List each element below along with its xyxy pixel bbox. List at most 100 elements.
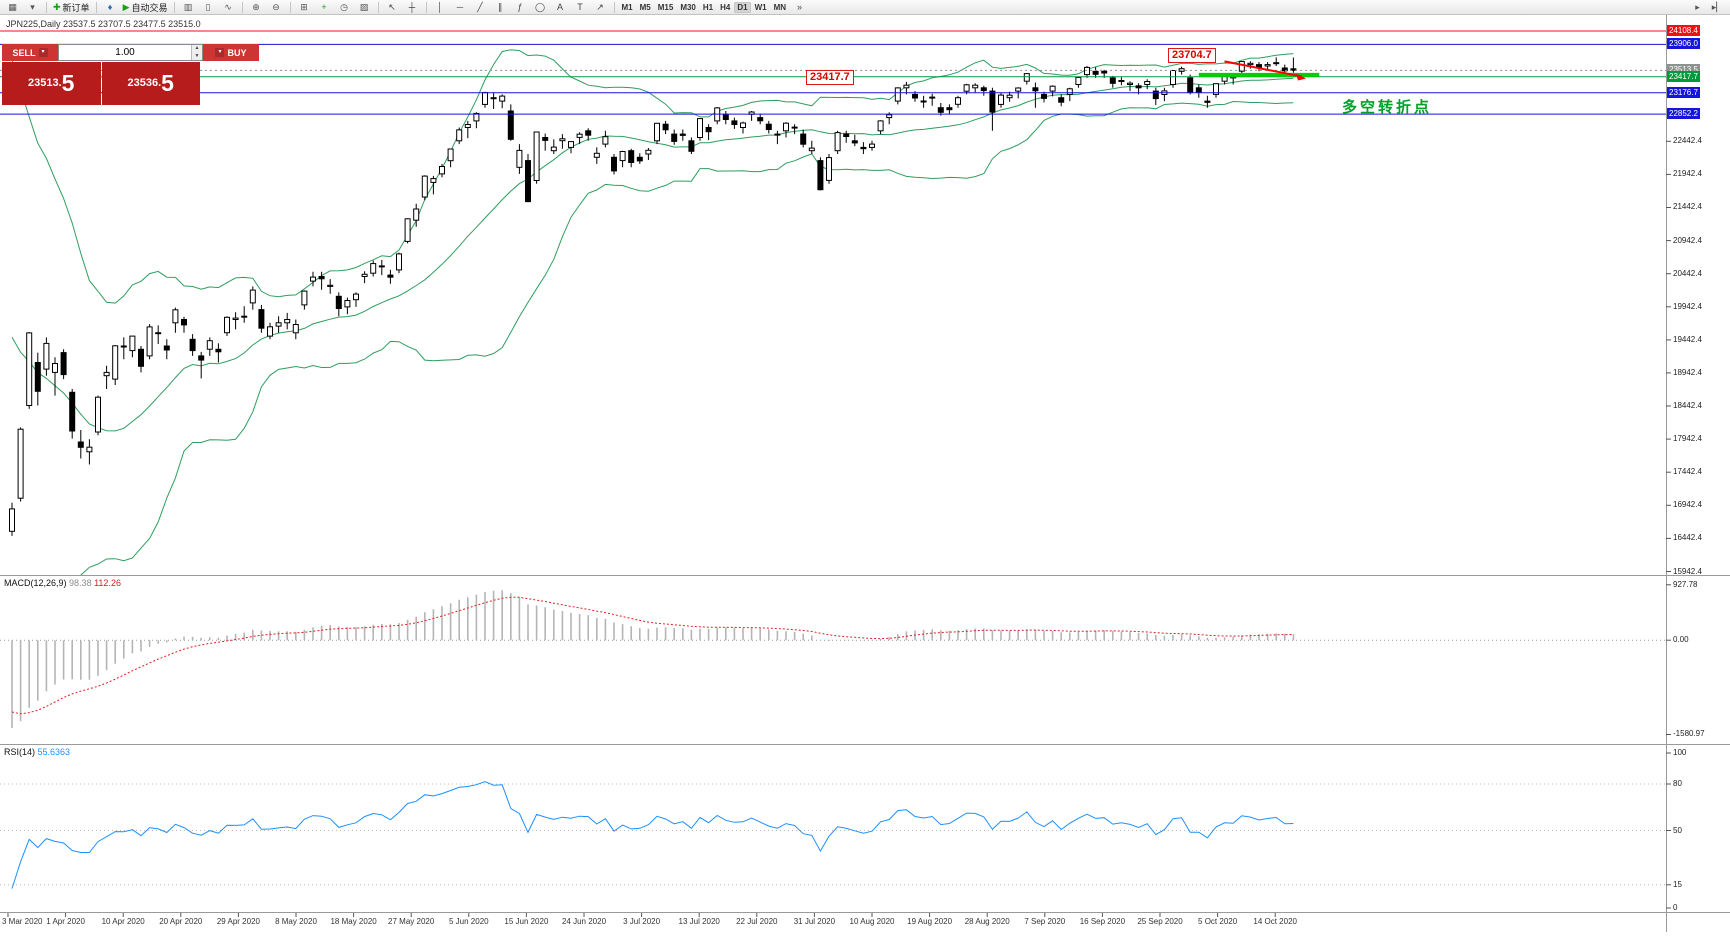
sell-price-main: 23513. [28, 77, 62, 89]
trendline-icon: ╱ [477, 1, 483, 12]
horizontal-line-icon: ─ [456, 2, 464, 12]
templates-icon: ▨ [359, 1, 369, 12]
chart-dropdown-caret: ▾ [30, 1, 35, 12]
macd-main-value: 98.38 [69, 578, 92, 588]
toolbar-overflow-icon[interactable]: » [797, 2, 803, 12]
timeframe-h1[interactable]: H1 [702, 2, 714, 12]
volume-decrease-button[interactable]: ▼ [192, 52, 202, 60]
volume-increase-button[interactable]: ▲ [192, 45, 202, 53]
macd-indicator-label: MACD(12,26,9) 98.38 112.26 [4, 578, 121, 588]
crosshair-icon[interactable]: ┼ [403, 1, 422, 14]
new-order-button[interactable]: ✚ 新订单 [51, 1, 92, 14]
buy-price-pip: 5 [161, 70, 174, 97]
zoom-out-icon[interactable]: ⊖ [267, 1, 286, 14]
arrows-icon[interactable]: ↗ [591, 1, 610, 14]
panel-divider-rsi[interactable] [0, 743, 1730, 746]
toolbar-separator [95, 1, 97, 13]
panel-divider-macd[interactable] [0, 574, 1730, 577]
timeframe-m30[interactable]: M30 [680, 2, 696, 12]
zoom-in-icon[interactable]: ⊕ [247, 1, 266, 14]
autotrading-icon: ▶ [122, 1, 130, 12]
toolbar-separator [425, 1, 427, 13]
line-chart-icon: ∿ [224, 1, 232, 12]
periods-icon: ◷ [340, 1, 348, 12]
market-watch-icon: ♦ [107, 2, 113, 12]
auto-scroll-icon[interactable]: ▸ [1688, 1, 1707, 14]
chart-shift-icon: ▸▏ [1711, 1, 1724, 12]
macd-panel-series [0, 590, 1666, 728]
one-click-trading-panel: SELL ▾ ▲ ▼ ▾ BUY 23513. 5 23536. 5 [2, 44, 259, 105]
auto-scroll-icon: ▸ [1695, 1, 1700, 12]
sell-button[interactable]: SELL ▾ [2, 44, 58, 61]
vertical-line-icon: │ [437, 2, 443, 12]
new-chart-icon[interactable]: ▦ [3, 1, 22, 14]
buy-button[interactable]: ▾ BUY [203, 44, 259, 61]
rsi-indicator-label: RSI(14) 55.6363 [4, 747, 70, 757]
volume-input[interactable] [59, 45, 191, 60]
timeframe-m15[interactable]: M15 [657, 2, 674, 12]
fibonacci-icon[interactable]: ƒ [511, 1, 530, 14]
timeframe-h4[interactable]: H4 [720, 2, 731, 12]
new-chart-icon: ▦ [8, 1, 17, 12]
resistance-trendline[interactable] [1224, 60, 1303, 78]
sell-price-pip: 5 [61, 70, 75, 97]
arrows-icon: ↗ [596, 1, 604, 12]
market-watch-icon[interactable]: ♦ [101, 1, 120, 14]
periods-icon[interactable]: ◷ [335, 1, 354, 14]
toolbar-separator [241, 1, 243, 13]
trendline-arrowhead [1296, 73, 1306, 81]
templates-icon[interactable]: ▨ [355, 1, 374, 14]
macd-signal-value: 112.26 [94, 578, 121, 588]
text-icon: A [556, 2, 563, 12]
toolbar-separator [377, 1, 379, 13]
buy-options-caret[interactable]: ▾ [215, 48, 225, 57]
candlestick-series [9, 57, 1297, 536]
sell-options-caret[interactable]: ▾ [38, 48, 48, 57]
bar-chart-icon: ▥ [183, 1, 193, 12]
bar-chart-icon[interactable]: ▥ [179, 1, 198, 14]
channel-icon: ∥ [497, 1, 503, 12]
new-order-icon: ✚ [53, 1, 61, 12]
chart-shift-icon[interactable]: ▸▏ [1708, 1, 1727, 14]
ellipse-icon[interactable]: ◯ [531, 1, 550, 14]
timeframe-m1[interactable]: M1 [621, 2, 633, 12]
chart-title: JPN225,Daily 23537.5 23707.5 23477.5 235… [6, 19, 201, 29]
line-chart-icon[interactable]: ∿ [219, 1, 238, 14]
timeframe-m5[interactable]: M5 [639, 2, 651, 12]
price-annotation-mid[interactable]: 23417.7 [806, 70, 854, 85]
new-order-button-label: 新订单 [62, 2, 90, 13]
crosshair-icon: ┼ [408, 2, 416, 12]
fibonacci-icon: ƒ [517, 2, 523, 12]
main-toolbar: ▦ ▾ ✚ 新订单 ♦ ▶ 自动交易 ▥ ▯ ∿ ⊕ ⊖ ⊞ + ◷ ▨ ↖ ┼ │ ─ ╱ ∥ ƒ ◯ A T ↗ M1 M5 M15 M… [0, 0, 1730, 15]
indicators-icon[interactable]: + [315, 1, 334, 14]
rsi-name: RSI(14) [4, 747, 36, 757]
time-axis[interactable] [0, 913, 1666, 933]
timeframe-d1[interactable]: D1 [734, 1, 751, 13]
ellipse-icon: ◯ [534, 1, 546, 12]
buy-button-label: BUY [227, 47, 247, 58]
trendline-icon[interactable]: ╱ [471, 1, 490, 14]
label-icon[interactable]: T [571, 1, 590, 14]
autotrading-button-label: 自动交易 [131, 2, 168, 13]
channel-icon[interactable]: ∥ [491, 1, 510, 14]
cursor-icon: ↖ [388, 1, 396, 12]
sell-price-display[interactable]: 23513. 5 [2, 62, 101, 105]
price-axis[interactable] [1666, 15, 1730, 913]
sell-button-label: SELL [12, 47, 36, 58]
buy-price-display[interactable]: 23536. 5 [101, 62, 200, 105]
horizontal-line-icon[interactable]: ─ [451, 1, 470, 14]
vertical-line-icon[interactable]: │ [431, 1, 450, 14]
autotrading-button[interactable]: ▶ 自动交易 [121, 1, 170, 14]
text-icon[interactable]: A [551, 1, 570, 14]
volume-field: ▲ ▼ [58, 44, 203, 61]
tile-windows-icon[interactable]: ⊞ [295, 1, 314, 14]
timeframe-w1[interactable]: W1 [754, 2, 767, 12]
candlestick-chart-icon[interactable]: ▯ [199, 1, 218, 14]
panel-divider-timeaxis[interactable] [0, 911, 1730, 914]
price-annotation-high[interactable]: 23704.7 [1168, 48, 1216, 63]
turning-point-label[interactable]: 多空转折点 [1342, 99, 1433, 116]
cursor-icon[interactable]: ↖ [383, 1, 402, 14]
chart-dropdown-caret[interactable]: ▾ [23, 1, 42, 14]
timeframe-mn[interactable]: MN [773, 2, 787, 12]
rsi-value: 55.6363 [37, 747, 71, 757]
